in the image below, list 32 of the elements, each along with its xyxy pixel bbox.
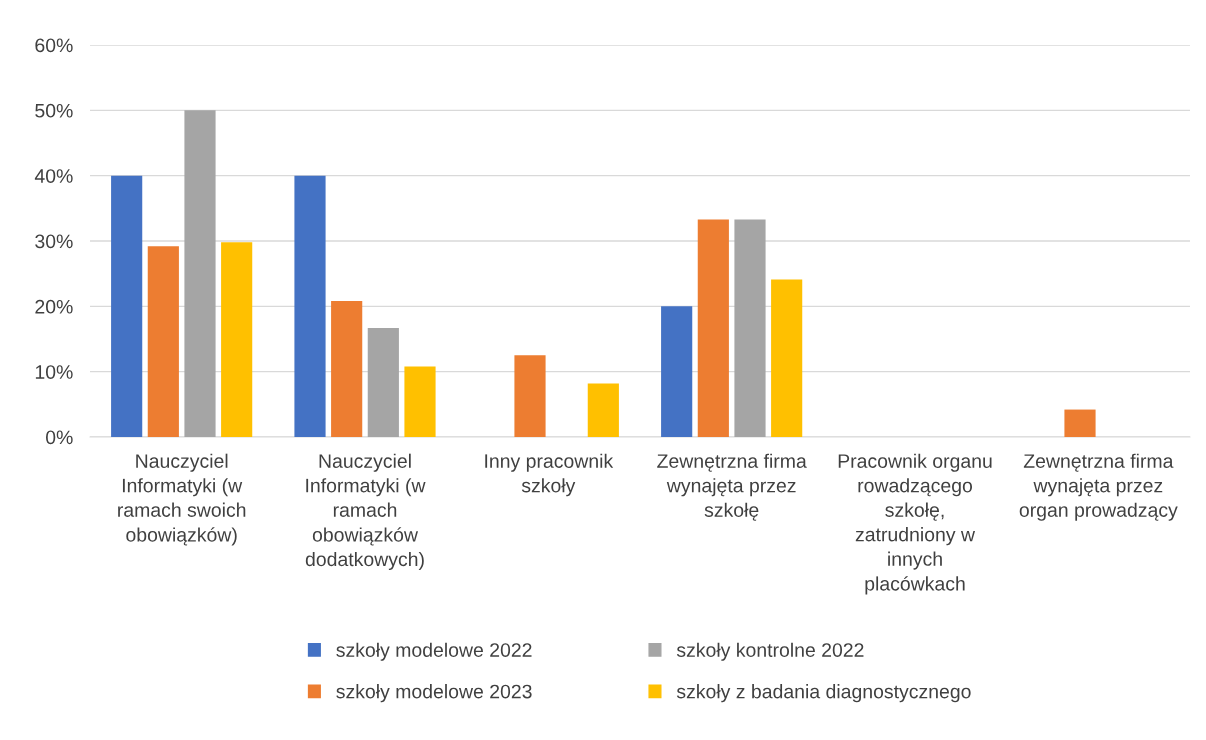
bar — [1064, 409, 1096, 437]
legend-label: szkoły modelowe 2022 — [336, 642, 532, 661]
bar — [771, 279, 803, 437]
bar — [587, 383, 619, 437]
legend-label: szkoły kontrolne 2022 — [676, 642, 864, 661]
bar — [184, 110, 216, 437]
bar — [221, 242, 253, 437]
x-tick-label: Nauczyciel Informatyki (w ramach swoich obowiązków) — [118, 453, 246, 546]
y-tick-label: 0% — [45, 430, 73, 445]
bar — [734, 219, 766, 437]
x-tick-label: Nauczyciel Informatyki (w ramach obowiązków dodatkowych) — [305, 453, 426, 571]
y-tick-label: 20% — [35, 299, 73, 314]
bar — [404, 366, 436, 437]
bar — [294, 175, 326, 437]
y-tick-label: 40% — [34, 169, 73, 183]
y-tick-label: 10% — [35, 365, 73, 379]
x-tick-label: Inny pracownik szkoły — [485, 453, 614, 497]
bar — [111, 175, 143, 437]
x-tick-label: Zewnętrzna firma wynajęta przez organ prowadzący — [1019, 453, 1178, 521]
x-tick-label: Pracownik organu rowadzącego szkołę, zatrudniony w innych placówkach — [838, 453, 992, 595]
bar — [514, 355, 546, 437]
x-tick-label: Zewnętrzna firma wynajęta przez szkołę — [657, 453, 807, 521]
legend-label: szkoły z badania diagnostycznego — [676, 684, 971, 703]
y-tick-label: 30% — [35, 234, 73, 249]
bar — [697, 219, 729, 437]
y-tick-label: 50% — [35, 103, 73, 118]
y-tick-label: 60% — [35, 38, 73, 53]
legend-label: szkoły modelowe 2023 — [336, 684, 532, 703]
bar — [147, 246, 179, 437]
bar — [661, 306, 693, 437]
bar — [331, 301, 363, 437]
bar — [367, 327, 399, 437]
